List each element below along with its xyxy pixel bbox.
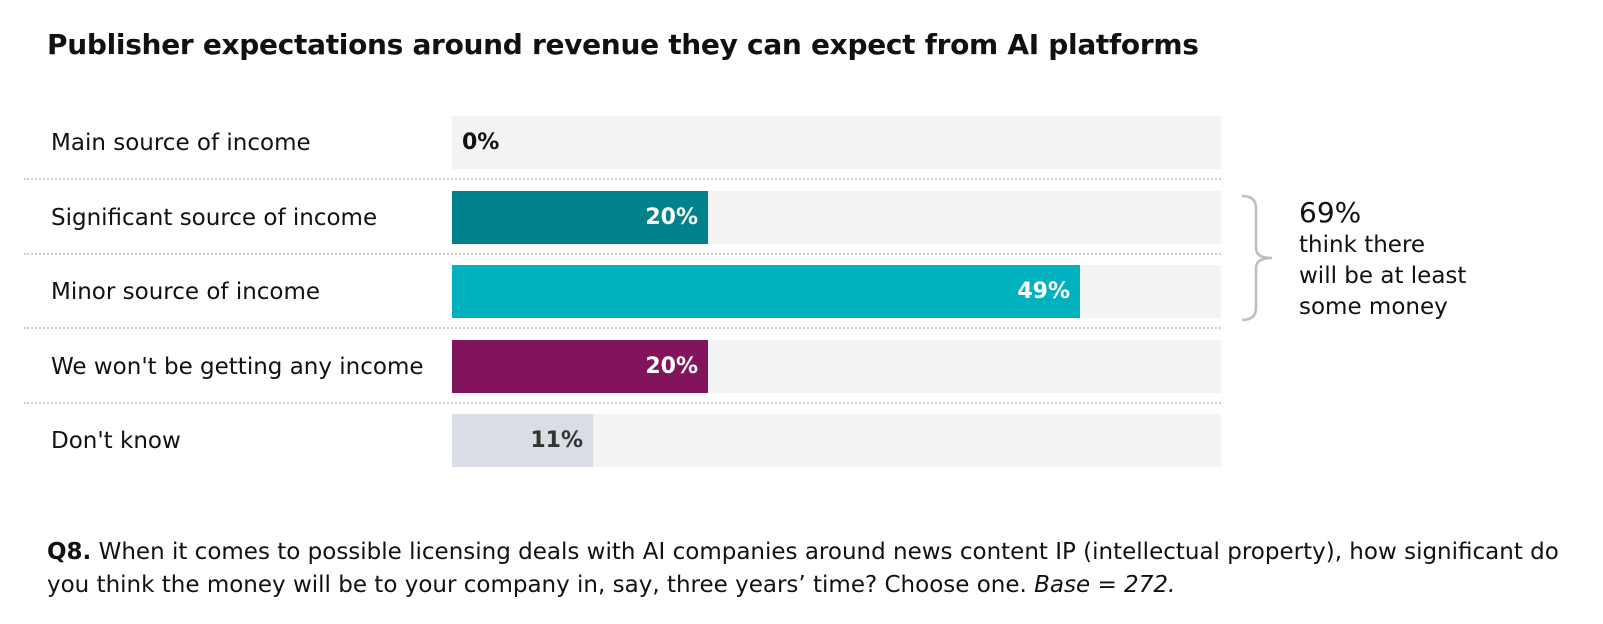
row-divider <box>24 253 1221 255</box>
bar <box>452 414 593 467</box>
category-label: We won't be getting any income <box>51 353 424 380</box>
bar-track: 20% <box>452 339 1221 393</box>
category-label: Don't know <box>51 428 181 454</box>
bar-chart: Main source of income 0% Significant sourc… <box>24 116 1221 467</box>
bar-track: 20% <box>452 190 1221 244</box>
annotation-value: 69% <box>1299 196 1362 229</box>
footnote: Q8. When it comes to possible licensing … <box>47 536 1567 602</box>
bracket-69-percent <box>1241 194 1273 322</box>
category-label: Minor source of income <box>51 279 321 305</box>
footnote-base: Base = 272. <box>1034 572 1176 598</box>
category-label: Main source of income <box>51 130 311 156</box>
bar-value-label: 20% <box>645 353 698 379</box>
bar-value-label: 0% <box>462 130 500 155</box>
annotation-line-3: some money <box>1299 294 1448 320</box>
category-label: Significant source of income <box>51 204 378 231</box>
row-divider <box>24 402 1221 404</box>
bar <box>452 339 708 393</box>
chart-title: Publisher expectations around revenue th… <box>47 28 1199 61</box>
bar-value-label: 49% <box>1017 279 1070 304</box>
bar-track: 11% <box>452 414 1221 467</box>
row-divider <box>24 178 1221 180</box>
footnote-question: When it comes to possible licensing deal… <box>47 539 1559 598</box>
bar <box>452 265 1080 318</box>
bar-track: 49% <box>452 265 1221 318</box>
row-divider <box>24 327 1221 329</box>
bar-track: 0% <box>452 116 1221 169</box>
annotation-line-1: think there <box>1299 232 1426 258</box>
annotation-69-percent: 69% think there will be at least some mo… <box>1299 196 1466 323</box>
bar <box>452 190 708 244</box>
bar-value-label: 11% <box>530 428 583 453</box>
bar-value-label: 20% <box>645 204 698 230</box>
annotation-line-2: will be at least <box>1299 263 1467 289</box>
footnote-question-id: Q8. <box>47 539 92 565</box>
